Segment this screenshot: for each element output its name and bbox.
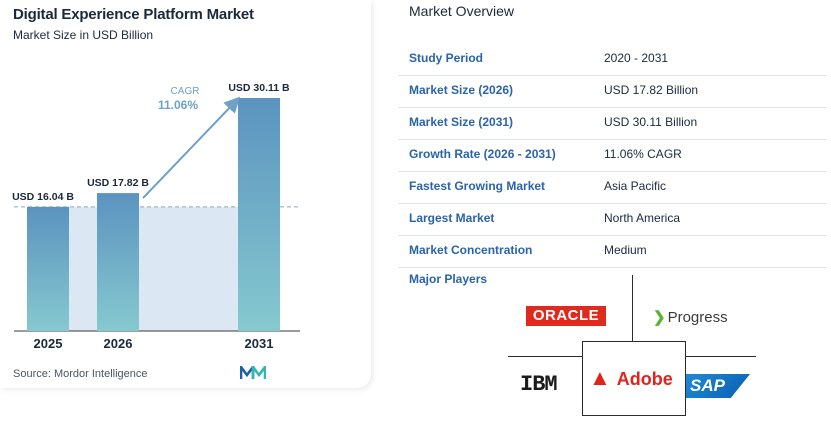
data-label: USD 17.82 B: [87, 177, 149, 189]
overview-row-value: USD 17.82 Billion: [604, 83, 699, 97]
chart-card: Digital Experience Platform Market Marke…: [0, 0, 371, 388]
overview-table: Study Period 2020 - 2031 Market Size (2026…: [398, 44, 827, 268]
bar-2031: [238, 98, 280, 331]
x-tick-label: 2031: [245, 336, 274, 351]
chart-subtitle: Market Size in USD Billion: [13, 28, 154, 42]
major-players-label: Major Players: [409, 272, 488, 286]
overview-row-key: Market Concentration: [409, 243, 533, 257]
overview-title: Market Overview: [409, 3, 515, 19]
overview-row-key: Largest Market: [409, 211, 495, 225]
ibm-logo: IBM: [520, 372, 558, 397]
bar-2025: [27, 206, 69, 331]
bar-chart: USD 16.04 B 2025 USD 17.82 B 2026 USD 30.11 …: [12, 82, 300, 351]
overview-row-key: Fastest Growing Market: [409, 179, 546, 193]
source-note: Source: Mordor Intelligence: [13, 368, 148, 380]
data-label: USD 30.11 B: [228, 82, 290, 94]
oracle-logo: ORACLE: [526, 306, 606, 326]
overview-row-key: Market Size (2026): [409, 83, 514, 97]
overview-row: Growth Rate (2026 - 2031) 11.06% CAGR: [398, 140, 827, 172]
mordor-logo-icon: [240, 366, 266, 379]
cagr-arrow: [142, 96, 241, 199]
x-tick-label: 2025: [34, 336, 63, 351]
divider-left: [508, 356, 582, 357]
divider-vertical: [632, 275, 633, 341]
overview-row: Fastest Growing Market Asia Pacific: [398, 172, 827, 204]
progress-logo: ❯ Progress: [653, 308, 728, 326]
adobe-logo: ▲ Adobe: [589, 365, 673, 391]
sap-logo: SAP: [686, 374, 750, 398]
overview-row-value: Medium: [604, 243, 647, 257]
cagr-label: CAGR: [171, 86, 200, 97]
bar-2026: [97, 193, 139, 331]
progress-mark-icon: ❯: [653, 309, 666, 326]
overview-row-value: Asia Pacific: [604, 179, 667, 193]
x-tick-label: 2026: [104, 336, 133, 351]
overview-row-value: North America: [604, 211, 681, 225]
progress-logo-text: Progress: [667, 309, 728, 326]
overview-row: Market Size (2026) USD 17.82 Billion: [398, 76, 827, 108]
overview-row-value: 2020 - 2031: [604, 51, 669, 65]
overview-row: Largest Market North America: [398, 204, 827, 236]
overview-row: Market Concentration Medium: [398, 236, 827, 268]
cagr-value: 11.06%: [158, 98, 198, 112]
adobe-logo-text: Adobe: [616, 369, 673, 389]
overview-row-key: Market Size (2031): [409, 115, 514, 129]
overview-row-key: Growth Rate (2026 - 2031): [409, 147, 556, 161]
chart-title: Digital Experience Platform Market: [13, 6, 254, 23]
divider-right: [684, 356, 756, 357]
overview-row-value: 11.06% CAGR: [604, 147, 682, 161]
overview-row: Market Size (2031) USD 30.11 Billion: [398, 108, 827, 140]
overview-row: Study Period 2020 - 2031: [398, 44, 827, 76]
overview-row-key: Study Period: [409, 51, 484, 65]
overview-row-value: USD 30.11 Billion: [604, 115, 698, 129]
adobe-a-icon: ▲: [589, 365, 611, 390]
data-label: USD 16.04 B: [12, 191, 74, 203]
adobe-logo-box: [582, 341, 686, 416]
